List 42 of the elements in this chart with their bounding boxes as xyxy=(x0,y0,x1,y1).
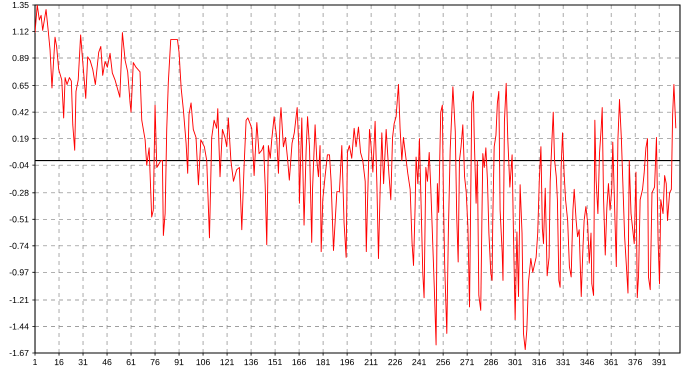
y-tick-label: -0.51 xyxy=(10,216,29,222)
x-tick-label: 106 xyxy=(196,359,210,366)
x-tick-label: 256 xyxy=(436,359,450,366)
x-tick-label: 361 xyxy=(604,359,618,366)
y-tick-label: 0.42 xyxy=(12,109,29,116)
x-tick-label: 46 xyxy=(102,359,112,366)
x-tick-label: 121 xyxy=(220,359,234,366)
x-tick-label: 316 xyxy=(532,359,546,366)
y-tick-label: 0.19 xyxy=(12,136,29,142)
x-tick-label: 91 xyxy=(174,359,184,366)
y-tick-label: 1.12 xyxy=(12,28,29,35)
y-tick-label: -1.67 xyxy=(10,350,29,356)
x-tick-label: 1 xyxy=(33,359,37,365)
x-tick-label: 151 xyxy=(268,359,282,366)
x-tick-label: 196 xyxy=(340,359,354,366)
y-tick-label: -0.04 xyxy=(10,162,29,168)
x-tick-label: 286 xyxy=(484,359,498,366)
x-tick-label: 331 xyxy=(556,359,570,366)
x-tick-label: 241 xyxy=(412,359,426,366)
x-tick-label: 346 xyxy=(580,359,594,366)
y-tick-label: 0.89 xyxy=(12,54,29,62)
line-series xyxy=(35,5,676,350)
y-tick-label: -0.28 xyxy=(10,190,29,196)
y-tick-label: 0.65 xyxy=(12,82,29,89)
x-tick-label: 301 xyxy=(508,359,522,366)
y-tick-label: -0.97 xyxy=(10,269,29,276)
x-tick-label: 166 xyxy=(292,359,306,366)
x-tick-label: 271 xyxy=(460,359,474,366)
x-tick-label: 211 xyxy=(364,359,378,366)
x-tick-label: 181 xyxy=(316,359,330,366)
x-tick-label: 31 xyxy=(78,359,88,366)
x-tick-label: 391 xyxy=(652,359,666,366)
x-tick-label: 16 xyxy=(54,359,64,366)
y-tick-label: 1.35 xyxy=(12,2,29,8)
y-tick-label: -0.74 xyxy=(10,242,29,249)
x-tick-label: 136 xyxy=(244,359,258,366)
x-tick-label: 61 xyxy=(126,359,136,366)
x-tick-label: 226 xyxy=(388,359,402,366)
y-tick-label: -1.44 xyxy=(10,324,29,330)
x-tick-label: 76 xyxy=(150,359,160,366)
x-tick-label: 376 xyxy=(628,359,642,366)
y-tick-label: -1.21 xyxy=(10,296,29,304)
